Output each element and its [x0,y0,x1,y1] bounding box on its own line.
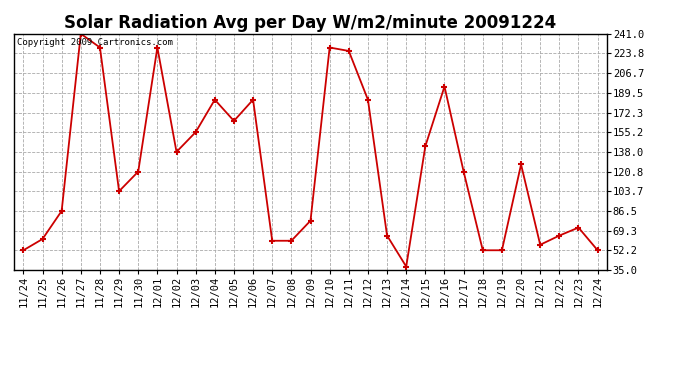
Title: Solar Radiation Avg per Day W/m2/minute 20091224: Solar Radiation Avg per Day W/m2/minute … [64,14,557,32]
Text: Copyright 2009 Cartronics.com: Copyright 2009 Cartronics.com [17,39,172,48]
